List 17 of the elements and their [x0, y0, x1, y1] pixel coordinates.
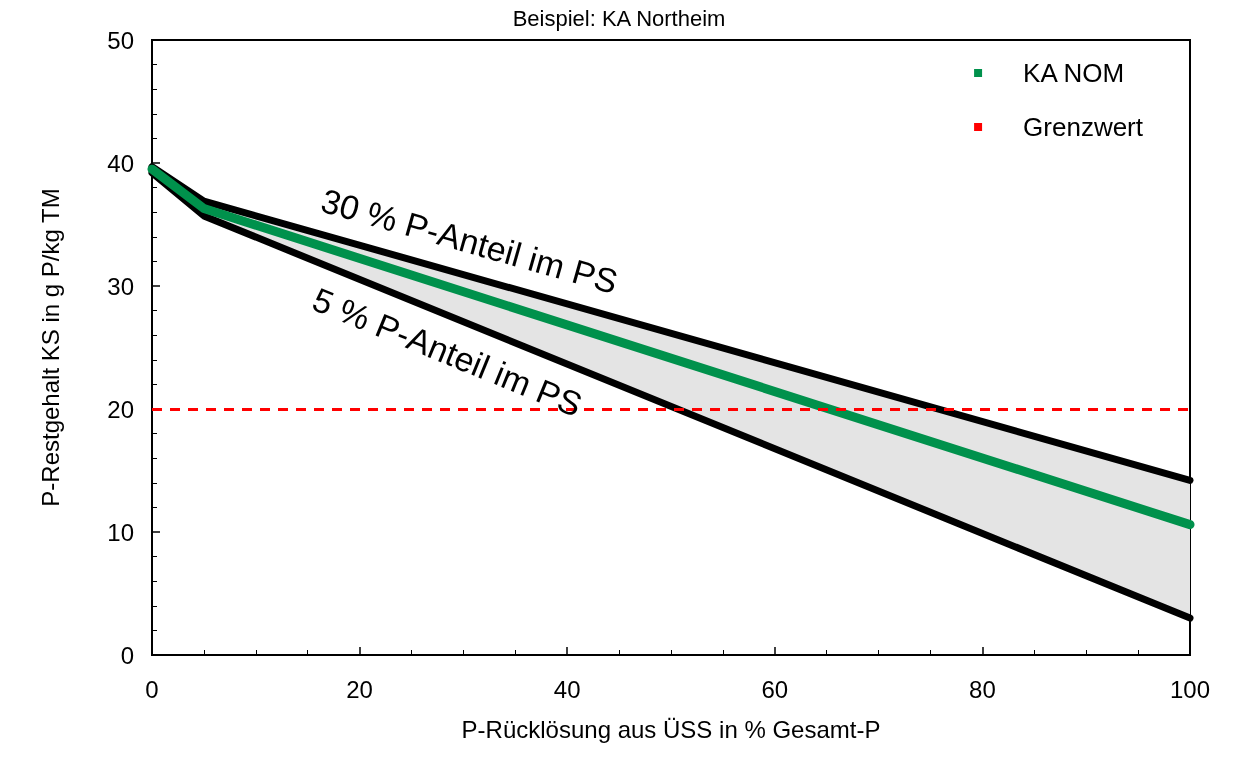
x-tick-label: 20 — [346, 675, 373, 703]
y-tick-label: 0 — [120, 641, 134, 669]
chart-title: Beispiel: KA Northeim — [512, 5, 726, 31]
x-tick-label: 40 — [553, 675, 581, 703]
legend-label: Grenzwert — [1023, 112, 1144, 142]
x-tick-label: 100 — [1169, 675, 1211, 703]
y-tick-label: 40 — [107, 149, 134, 177]
y-tick-label: 10 — [107, 518, 134, 546]
y-axis-title: P-Restgehalt KS in g P/kg TM — [36, 188, 64, 507]
x-tick-label: 80 — [969, 675, 996, 703]
x-axis-title: P-Rücklösung aus ÜSS in % Gesamt-P — [461, 715, 881, 743]
y-tick-label: 30 — [107, 272, 134, 300]
y-tick-label: 50 — [107, 26, 134, 54]
x-tick-label: 0 — [145, 675, 159, 703]
legend-label: KA NOM — [1023, 58, 1125, 88]
y-tick-label: 20 — [107, 395, 134, 423]
x-tick-label: 60 — [761, 675, 789, 703]
